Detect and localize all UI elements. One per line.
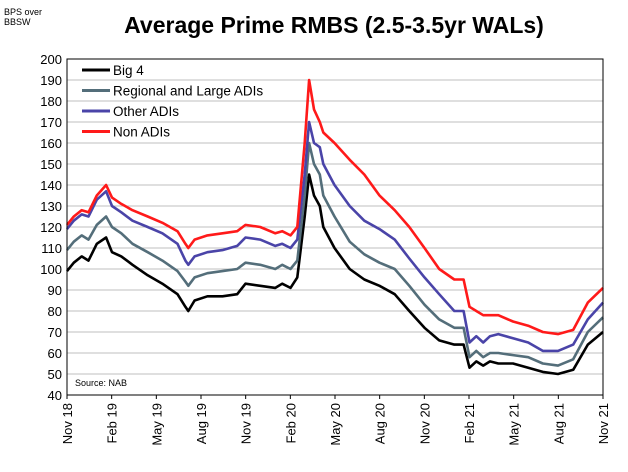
y-tick-label: 40 [48,388,62,403]
legend-label: Regional and Large ADIs [113,84,263,99]
x-tick-label: Nov 19 [239,403,254,444]
y-tick-label: 130 [40,199,62,214]
legend-label: Other ADIs [113,104,179,119]
y-units-label: BPS over BBSW [4,7,64,27]
x-axis: Nov 18 Feb 19 May 19 Aug 19 Nov 19 Feb 20 May … [60,395,611,446]
series-lines [65,78,604,376]
y-tick-label: 200 [40,52,62,67]
y-tick-label: 70 [48,325,62,340]
series-line-big-4 [65,173,604,376]
series-line-regional-and-large-adis [65,141,604,367]
y-tick-label: 140 [40,178,62,193]
series-line-non-adis [65,78,604,336]
x-tick-label: Aug 20 [373,403,388,444]
y-tick-label: 80 [48,304,62,319]
chart-title: Average Prime RMBS (2.5-3.5yr WALs) [124,12,544,38]
x-tick-label: May 20 [328,403,343,446]
series-line-other-adis [65,120,604,353]
y-tick-label: 160 [40,136,62,151]
y-tick-label: 170 [40,115,62,130]
y-tick-label: 60 [48,346,62,361]
x-tick-label: Feb 21 [462,403,477,443]
x-tick-label: Aug 21 [551,403,566,444]
y-tick-label: 50 [48,367,62,382]
legend: Big 4 Regional and Large ADIs Other ADIs No… [82,63,263,140]
y-tick-label: 120 [40,220,62,235]
legend-label: Big 4 [113,63,144,78]
x-tick-label: May 21 [507,403,522,446]
y-tick-label: 150 [40,157,62,172]
x-tick-label: Nov 21 [596,403,611,444]
x-tick-label: Feb 20 [283,403,298,443]
source-note: Source: NAB [75,378,127,388]
y-tick-label: 110 [41,241,62,256]
legend-label: Non ADIs [113,125,170,140]
x-tick-label: Nov 20 [417,403,432,444]
y-axis: 40 50 60 70 80 90 100 110 120 130 140 150 160 170 180 1… [40,52,62,403]
y-tick-label: 180 [40,94,62,109]
x-tick-label: Nov 18 [60,403,75,444]
y-tick-label: 90 [48,283,62,298]
y-tick-label: 100 [40,262,62,277]
x-tick-label: Feb 19 [105,403,120,443]
x-tick-label: Aug 19 [194,403,209,444]
y-tick-label: 190 [40,73,62,88]
y-units-line-1: BPS over [4,7,43,17]
x-tick-label: May 19 [149,403,164,446]
y-units-line-2: BBSW [4,17,31,27]
